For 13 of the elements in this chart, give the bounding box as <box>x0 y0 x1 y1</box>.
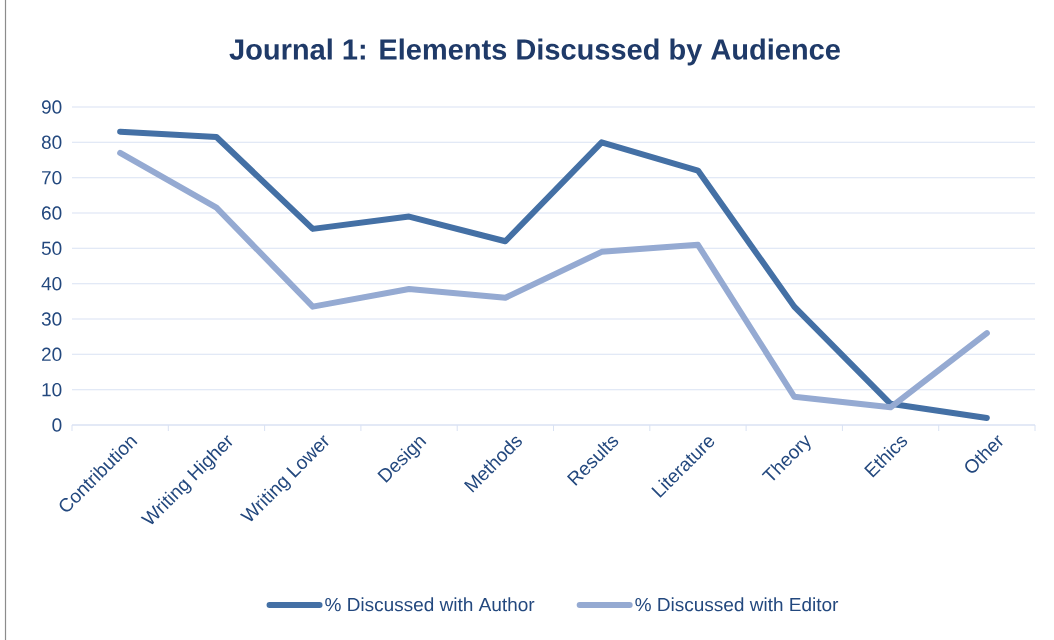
y-tick-label: 90 <box>41 100 62 114</box>
y-tick-label: 50 <box>41 241 62 256</box>
y-tick-label: 70 <box>42 170 62 185</box>
y-tick-label: 40 <box>41 276 62 291</box>
y-tick-label: 30 <box>41 312 62 326</box>
legend-label: % Discussed with Editor <box>635 597 839 612</box>
chart-title: Journal 1: Elements Discussed by Audience <box>229 38 840 66</box>
y-tick-label: 10 <box>42 382 62 397</box>
y-tick-label: 20 <box>42 347 62 362</box>
y-tick-label: 0 <box>52 418 62 432</box>
y-tick-label: 80 <box>41 135 62 150</box>
legend-label: % Discussed with Author <box>325 597 535 612</box>
y-tick-label: 60 <box>42 206 62 220</box>
